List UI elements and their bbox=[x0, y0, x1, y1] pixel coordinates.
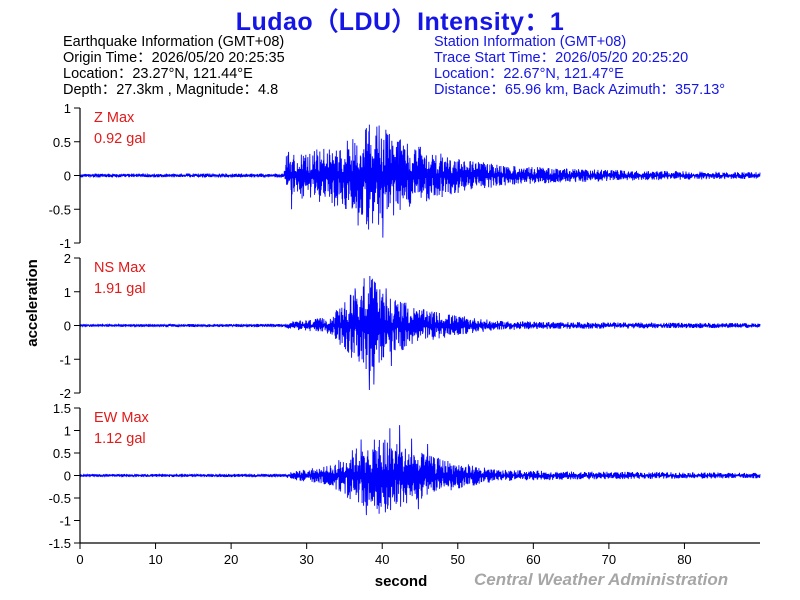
y-tick-label: 0 bbox=[64, 469, 71, 484]
y-tick-label: 1.5 bbox=[53, 401, 71, 416]
y-tick-label: 0 bbox=[64, 319, 71, 334]
x-tick-label: 50 bbox=[451, 552, 465, 567]
waveform-z bbox=[79, 124, 761, 238]
y-tick-label: 2 bbox=[64, 251, 71, 266]
earthquake-info-heading: Earthquake Information (GMT+08) bbox=[63, 34, 285, 50]
y-axis-label: acceleration bbox=[24, 259, 41, 347]
max-value-z: 0.92 gal bbox=[94, 131, 146, 147]
x-tick-label: 40 bbox=[375, 552, 389, 567]
trace-start-time: Trace Start Time：2026/05/20 20:25:20 bbox=[434, 50, 689, 66]
station-location: Location：22.67°N, 121.47°E bbox=[434, 66, 624, 82]
y-tick-label: 0.5 bbox=[53, 446, 71, 461]
y-tick-label: -0.5 bbox=[49, 202, 71, 217]
x-tick-label: 0 bbox=[76, 552, 83, 567]
credit-label: Central Weather Administration bbox=[474, 570, 729, 589]
y-tick-label: 0 bbox=[64, 169, 71, 184]
x-tick-label: 20 bbox=[224, 552, 238, 567]
distance-azimuth: Distance：65.96 km, Back Azimuth：357.13° bbox=[434, 82, 726, 98]
max-value-ns: 1.91 gal bbox=[94, 281, 146, 297]
y-tick-label: -1 bbox=[59, 236, 71, 251]
y-tick-label: -1 bbox=[59, 514, 71, 529]
station-info-heading: Station Information (GMT+08) bbox=[434, 34, 627, 50]
x-tick-label: 60 bbox=[526, 552, 540, 567]
max-value-ew: 1.12 gal bbox=[94, 431, 146, 447]
x-tick-label: 10 bbox=[148, 552, 162, 567]
earthquake-info: Earthquake Information (GMT+08) Origin T… bbox=[63, 34, 285, 98]
epicenter-location: Location：23.27°N, 121.44°E bbox=[63, 66, 253, 82]
station-info: Station Information (GMT+08) Trace Start… bbox=[434, 34, 725, 98]
origin-time: Origin Time：2026/05/20 20:25:35 bbox=[63, 50, 285, 66]
y-tick-label: -0.5 bbox=[49, 491, 71, 506]
y-tick-label: -2 bbox=[59, 386, 71, 401]
y-tick-label: -1.5 bbox=[49, 536, 71, 551]
x-tick-label: 30 bbox=[299, 552, 313, 567]
max-label-ew: EW Max bbox=[94, 410, 150, 426]
depth-magnitude: Depth：27.3km , Magnitude：4.8 bbox=[63, 82, 279, 98]
y-tick-label: -1 bbox=[59, 352, 71, 367]
y-tick-label: 0.5 bbox=[53, 135, 71, 150]
x-tick-label: 70 bbox=[602, 552, 616, 567]
waveform-ns bbox=[79, 275, 761, 390]
waveform-ew bbox=[79, 425, 761, 516]
y-tick-label: 1 bbox=[64, 424, 71, 439]
chart-title: Ludao（LDU）Intensity：1 bbox=[235, 8, 565, 36]
x-tick-label: 80 bbox=[677, 552, 691, 567]
max-label-ns: NS Max bbox=[94, 260, 146, 276]
y-tick-label: 1 bbox=[64, 285, 71, 300]
y-tick-label: 1 bbox=[64, 101, 71, 116]
x-axis-label: second bbox=[375, 573, 428, 590]
max-label-z: Z Max bbox=[94, 110, 135, 126]
